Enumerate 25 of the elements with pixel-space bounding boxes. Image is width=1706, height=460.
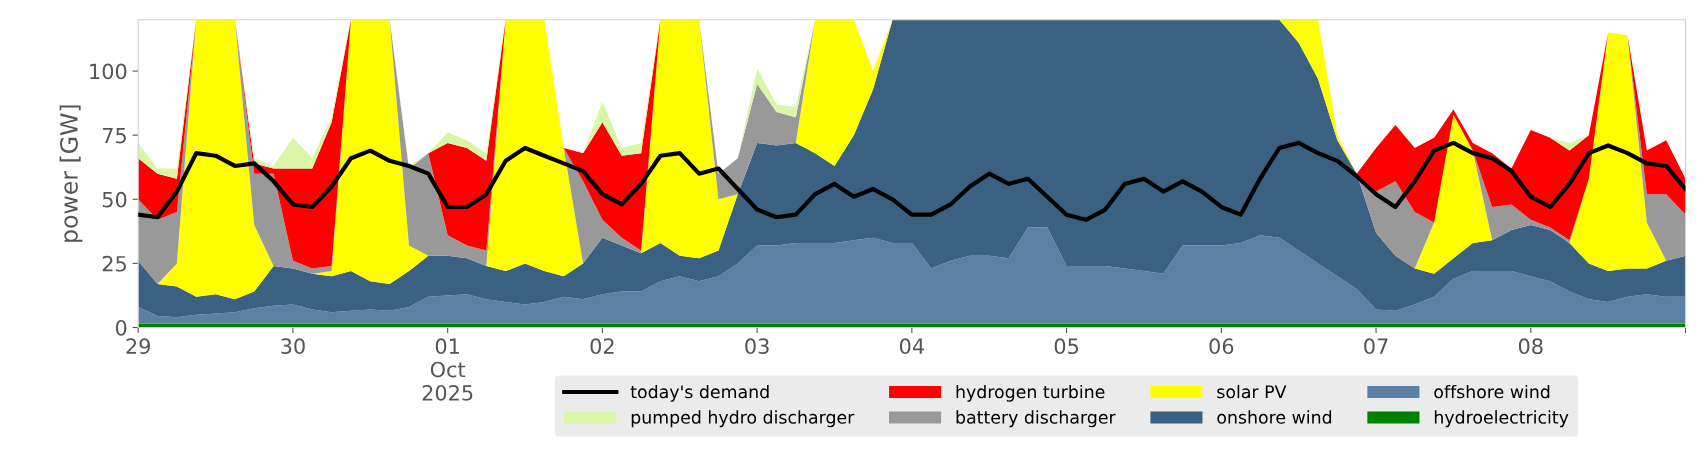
legend-label: battery discharger: [956, 410, 1116, 428]
x-tick-label: 05: [1054, 338, 1079, 355]
x-tick-label: 02: [590, 338, 614, 355]
x-tick-label: 07: [1364, 338, 1388, 355]
legend-label: hydrogen turbine: [956, 384, 1105, 402]
x-tick-label: 29: [126, 338, 150, 355]
y-axis-title: power [GW]: [59, 105, 83, 242]
x-tick-label: 08: [1518, 338, 1543, 355]
y-tick-label: 0: [115, 319, 127, 336]
x-tick-label: 01 Oct 2025: [422, 338, 473, 401]
x-tick-label: 04: [899, 338, 924, 355]
legend-label: solar PV: [1217, 384, 1287, 399]
line-series: [138, 140, 1686, 222]
x-tick-label: 03: [745, 338, 769, 355]
y-tick-label: 50: [102, 191, 127, 208]
x-tick-label: 30: [281, 338, 305, 355]
legend-label: today's demand: [630, 384, 769, 402]
legend-label: onshore wind: [1217, 410, 1332, 424]
y-tick-label: 100: [90, 63, 127, 80]
y-tick-label: 75: [102, 127, 126, 144]
x-tick-label: 06: [1209, 338, 1234, 355]
legend-label: offshore wind: [1434, 384, 1550, 399]
legend-label: hydroelectricity: [1434, 410, 1569, 428]
legend-label: pumped hydro discharger: [631, 410, 855, 428]
y-tick-label: 25: [102, 255, 126, 272]
